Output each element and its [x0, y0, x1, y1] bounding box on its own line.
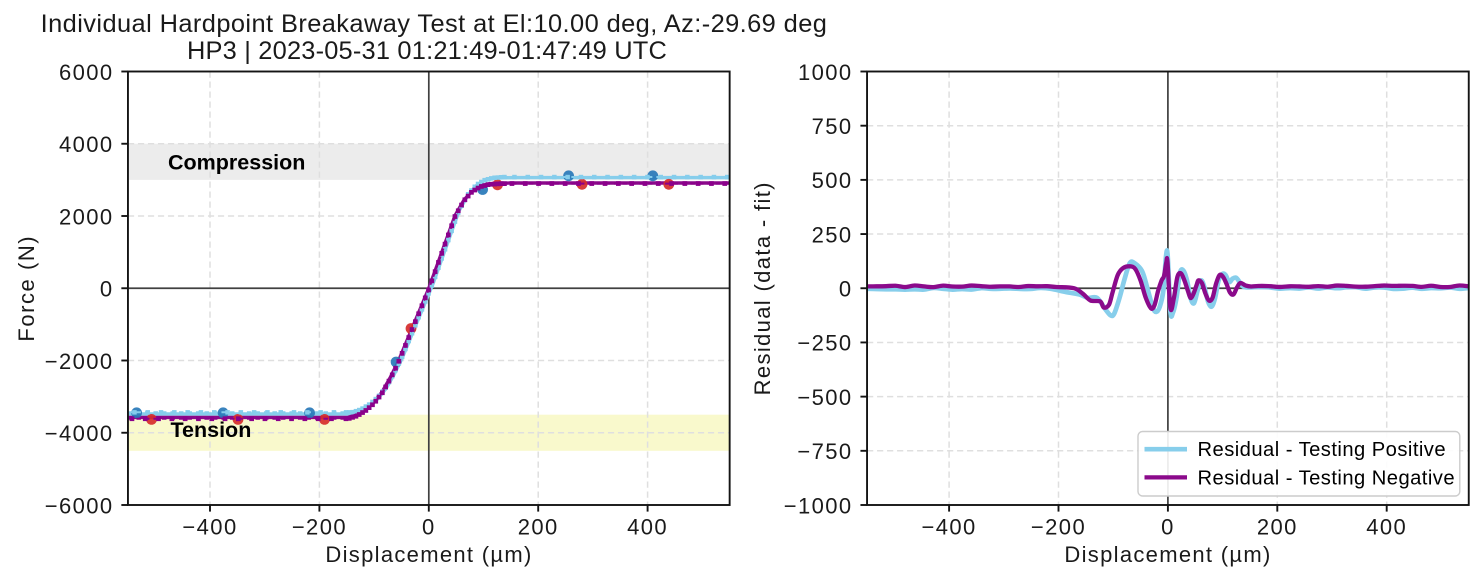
svg-text:−1000: −1000 [784, 493, 853, 518]
svg-text:Displacement (µm): Displacement (µm) [325, 542, 532, 567]
svg-text:−400: −400 [922, 515, 977, 540]
svg-text:Tension: Tension [171, 418, 252, 442]
svg-text:−200: −200 [292, 515, 347, 540]
svg-text:6000: 6000 [59, 60, 114, 85]
svg-text:Displacement (µm): Displacement (µm) [1064, 542, 1271, 567]
svg-text:−250: −250 [797, 331, 852, 356]
svg-text:Residual - Testing Positive: Residual - Testing Positive [1198, 439, 1447, 461]
svg-text:750: 750 [812, 114, 853, 139]
svg-text:0: 0 [100, 277, 114, 302]
svg-text:500: 500 [812, 168, 853, 193]
svg-text:1000: 1000 [798, 60, 853, 85]
svg-text:−400: −400 [182, 515, 237, 540]
svg-text:−2000: −2000 [45, 349, 114, 374]
svg-text:−6000: −6000 [45, 493, 114, 518]
svg-text:−750: −750 [797, 439, 852, 464]
svg-text:HP3 | 2023-05-31 01:21:49-01:4: HP3 | 2023-05-31 01:21:49-01:47:49 UTC [187, 37, 667, 65]
svg-text:0: 0 [422, 515, 436, 540]
svg-text:4000: 4000 [59, 132, 114, 157]
svg-text:Residual (data - fit): Residual (data - fit) [750, 181, 775, 395]
svg-text:−4000: −4000 [45, 421, 114, 446]
svg-text:Residual - Testing Negative: Residual - Testing Negative [1198, 467, 1456, 489]
svg-text:−200: −200 [1031, 515, 1086, 540]
svg-text:−500: −500 [797, 385, 852, 410]
svg-text:250: 250 [812, 222, 853, 247]
svg-text:200: 200 [1257, 515, 1298, 540]
svg-text:Compression: Compression [168, 151, 305, 175]
svg-text:400: 400 [1366, 515, 1407, 540]
svg-text:400: 400 [627, 515, 668, 540]
svg-text:Force (N): Force (N) [14, 235, 39, 342]
svg-text:200: 200 [518, 515, 559, 540]
svg-text:0: 0 [839, 277, 853, 302]
svg-text:0: 0 [1161, 515, 1175, 540]
svg-text:2000: 2000 [59, 204, 114, 229]
svg-text:Individual Hardpoint Breakaway: Individual Hardpoint Breakaway Test at E… [41, 10, 828, 38]
